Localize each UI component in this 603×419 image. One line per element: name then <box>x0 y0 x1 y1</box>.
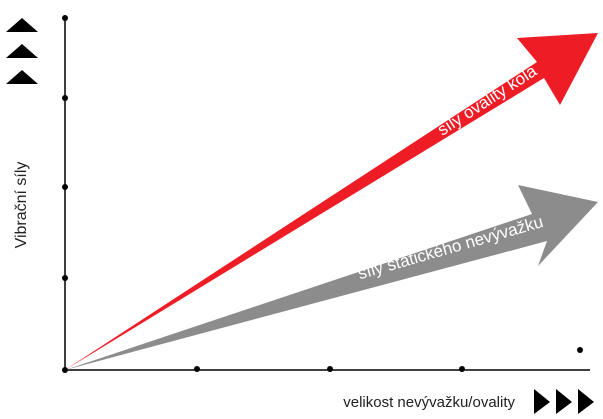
triple-up-triangle-icon <box>6 18 38 84</box>
red-arrow <box>65 33 598 370</box>
gray-arrow <box>65 185 598 370</box>
x-axis-tick <box>459 366 465 372</box>
up-triangle-icon <box>6 18 38 32</box>
right-triangle-icon <box>556 389 572 414</box>
y-axis-tick <box>62 184 68 190</box>
red-arrow-label: síly ovality kola <box>434 61 541 139</box>
y-axis-tick <box>62 15 68 21</box>
x-axis-tick <box>194 366 200 372</box>
right-triangle-icon <box>534 389 550 414</box>
x-axis-tick <box>327 366 333 372</box>
y-axis-tick <box>62 275 68 281</box>
triple-right-triangle-icon <box>534 389 594 414</box>
up-triangle-icon <box>6 70 38 84</box>
up-triangle-icon <box>6 44 38 58</box>
y-axis-label: Vibrační síly <box>13 162 30 249</box>
x-axis-label: velikost nevývažku/ovality <box>343 394 515 411</box>
right-triangle-icon <box>578 389 594 414</box>
y-axis-tick <box>62 95 68 101</box>
x-axis-tick <box>577 347 583 353</box>
